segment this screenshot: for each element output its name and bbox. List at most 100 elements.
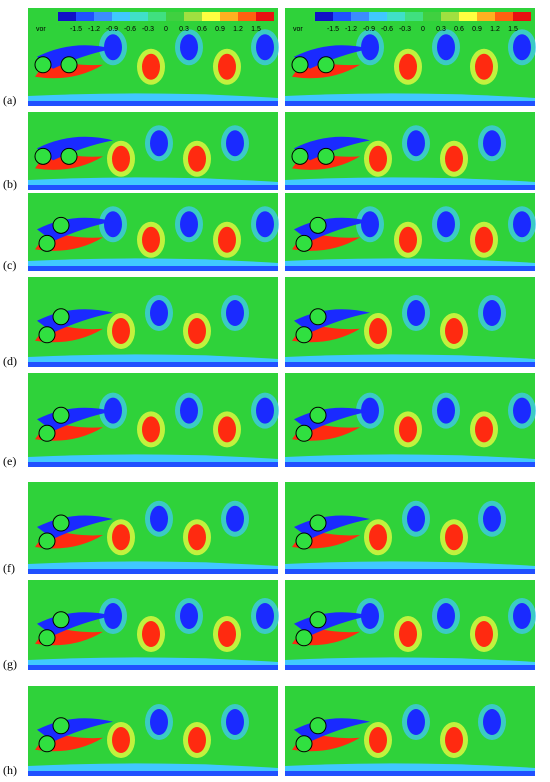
vortex (104, 34, 122, 61)
cylinder (295, 424, 313, 442)
cylinder (309, 717, 327, 735)
cylinder (291, 56, 309, 74)
vortex (483, 300, 501, 326)
vortex (112, 727, 130, 753)
wall-band (285, 462, 535, 467)
cylinder (34, 56, 52, 74)
colorbar-swatch (256, 12, 274, 21)
cylinder (52, 717, 70, 735)
cylinder (60, 56, 78, 74)
colorbar-tick-label: -1.2 (88, 26, 100, 33)
flow-panel (28, 686, 278, 776)
vortex (369, 318, 387, 344)
vortex (483, 130, 501, 157)
vortex (150, 130, 168, 157)
flow-panel (285, 8, 536, 106)
cylinder (291, 147, 309, 165)
vortex (369, 727, 387, 753)
vortex (483, 505, 501, 532)
vortex (218, 621, 236, 647)
panel-label: (f) (3, 561, 15, 575)
cylinder (60, 147, 78, 165)
flow-panel (285, 580, 536, 670)
colorbar-swatch (315, 12, 333, 21)
cylinder (309, 514, 327, 532)
vortex (399, 621, 417, 647)
wake-blue (37, 136, 113, 161)
cylinder (52, 216, 70, 234)
flow-panel (28, 277, 278, 367)
vortex (256, 211, 274, 238)
colorbar-swatch (76, 12, 94, 21)
colorbar-tick-label: -0.3 (142, 26, 154, 33)
vortex (142, 621, 160, 647)
wall-band (28, 101, 278, 106)
vortex (180, 397, 198, 424)
colorbar-swatch (477, 12, 495, 21)
colorbar-swatch (351, 12, 369, 21)
vortex (256, 603, 274, 629)
colorbar-tick-label: -0.3 (399, 26, 411, 33)
vortex (445, 524, 463, 551)
colorbar-swatch (333, 12, 351, 21)
cylinder (38, 326, 56, 344)
vortex (112, 145, 130, 172)
vortex (361, 211, 379, 238)
vortex (483, 709, 501, 735)
flow-panel (285, 112, 535, 190)
wall-band (28, 462, 278, 467)
colorbar-tick-label: -0.6 (124, 26, 136, 33)
colorbar-tick-label: 0.6 (454, 26, 464, 33)
cylinder (38, 234, 56, 252)
vortex (445, 318, 463, 344)
vortex (112, 318, 130, 344)
cylinder (34, 147, 52, 165)
colorbar-swatch (369, 12, 387, 21)
wall-band (285, 185, 535, 190)
colorbar-tick-label: -0.9 (363, 26, 375, 33)
colorbar-tick-label: 0 (164, 26, 168, 33)
colorbar-tick-label: 0.3 (179, 26, 189, 33)
vortex (142, 416, 160, 443)
panel-label: (b) (3, 177, 17, 191)
wall-band (285, 266, 535, 271)
vortex (112, 524, 130, 551)
flow-panel (28, 193, 279, 271)
vortex (437, 603, 455, 629)
wall-band (28, 771, 278, 776)
flow-panel (285, 277, 535, 367)
vortex (407, 130, 425, 157)
vortex (218, 416, 236, 443)
vortex (513, 397, 531, 424)
cylinder (38, 735, 56, 753)
vortex (407, 709, 425, 735)
vortex (142, 226, 160, 253)
flow-panel (28, 482, 278, 574)
vortex (180, 603, 198, 629)
wall-band (285, 569, 535, 574)
colorbar-swatch (238, 12, 256, 21)
vortex (513, 34, 531, 61)
vortex (150, 709, 168, 735)
colorbar-swatch (387, 12, 405, 21)
colorbar-swatch (130, 12, 148, 21)
flow-panel (28, 8, 279, 106)
colorbar-tick-label: 0.9 (215, 26, 225, 33)
colorbar-tick-label: -1.5 (70, 26, 82, 33)
cylinder (309, 216, 327, 234)
vortex (361, 34, 379, 61)
cylinder (52, 406, 70, 424)
wake-blue (37, 45, 113, 69)
vortex (399, 53, 417, 80)
colorbar-tick-label: 0 (421, 26, 425, 33)
cylinder (295, 532, 313, 550)
colorbar-swatch (112, 12, 130, 21)
colorbar-tick-label: -0.6 (381, 26, 393, 33)
wall-band (28, 665, 278, 670)
colorbar-tick-label: 0.3 (436, 26, 446, 33)
vortex (445, 145, 463, 172)
colorbar-tick-label: 1.5 (251, 26, 261, 33)
vortex (475, 226, 493, 253)
colorbar-swatch (220, 12, 238, 21)
